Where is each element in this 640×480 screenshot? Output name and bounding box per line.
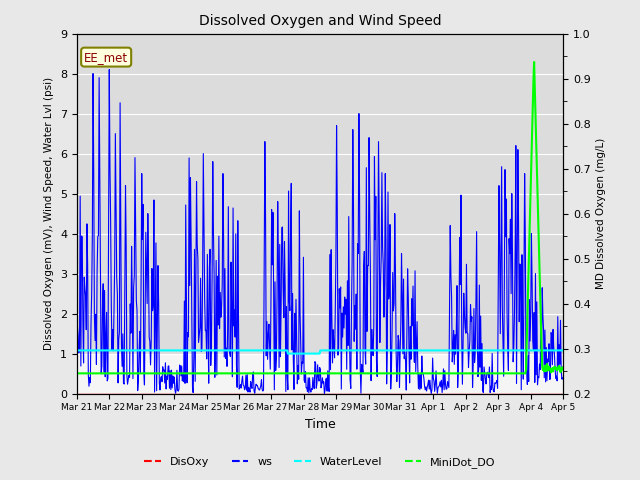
Y-axis label: MD Dissolved Oxygen (mg/L): MD Dissolved Oxygen (mg/L) bbox=[596, 138, 606, 289]
X-axis label: Time: Time bbox=[305, 418, 335, 431]
Title: Dissolved Oxygen and Wind Speed: Dissolved Oxygen and Wind Speed bbox=[198, 14, 442, 28]
Y-axis label: Dissolved Oxygen (mV), Wind Speed, Water Lvl (psi): Dissolved Oxygen (mV), Wind Speed, Water… bbox=[44, 77, 54, 350]
Text: EE_met: EE_met bbox=[84, 50, 128, 63]
Bar bbox=[77, 34, 563, 354]
Legend: DisOxy, ws, WaterLevel, MiniDot_DO: DisOxy, ws, WaterLevel, MiniDot_DO bbox=[140, 452, 500, 472]
